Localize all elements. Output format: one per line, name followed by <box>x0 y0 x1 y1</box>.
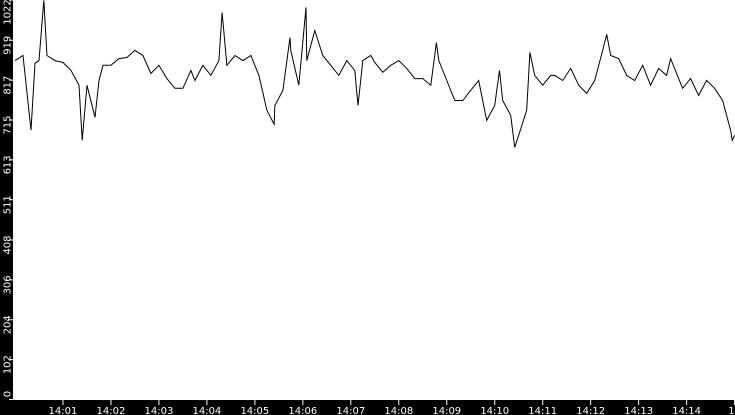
x-tick-label: 14:05 <box>240 406 269 415</box>
x-tick-label: 14:06 <box>288 406 317 415</box>
y-tick-label: 204 <box>3 315 14 334</box>
x-axis: 14:01 14:02 14:03 14:04 14:05 14:06 14:07 14:08… <box>49 400 735 415</box>
x-tick-label: 14:07 <box>336 406 365 415</box>
y-axis-band <box>0 0 13 415</box>
x-tick-label: 14:02 <box>97 406 126 415</box>
x-tick-label: 14:09 <box>432 406 461 415</box>
x-tick-label: 14:14 <box>672 406 701 415</box>
y-tick-label: 0 <box>3 391 14 397</box>
x-tick-label: 14:11 <box>528 406 557 415</box>
y-tick-label: 408 <box>3 235 14 254</box>
x-tick-label: 14 <box>728 406 735 415</box>
y-tick-label: 919 <box>3 36 14 55</box>
x-tick-label: 14:01 <box>49 406 78 415</box>
plot-area <box>15 0 735 400</box>
x-tick-label: 14:12 <box>576 406 605 415</box>
x-tick-label: 14:08 <box>384 406 413 415</box>
series-line <box>14 0 735 148</box>
y-tick-label: 715 <box>3 115 14 134</box>
y-tick-label: 613 <box>3 155 14 174</box>
x-tick-label: 14:03 <box>145 406 174 415</box>
x-tick-label: 14:04 <box>192 406 221 415</box>
x-axis-band <box>0 400 735 415</box>
x-tick-label: 14:10 <box>480 406 509 415</box>
y-tick-label: 511 <box>3 195 14 214</box>
y-tick-label: 1022 <box>3 0 14 25</box>
y-tick-label: 306 <box>3 275 14 294</box>
x-tick-label: 14:13 <box>624 406 653 415</box>
y-tick-label: 102 <box>3 355 14 374</box>
y-axis: 0 102 204 306 408 511 613 715 817 919 1022 <box>3 0 15 400</box>
y-tick-label: 817 <box>3 76 14 95</box>
